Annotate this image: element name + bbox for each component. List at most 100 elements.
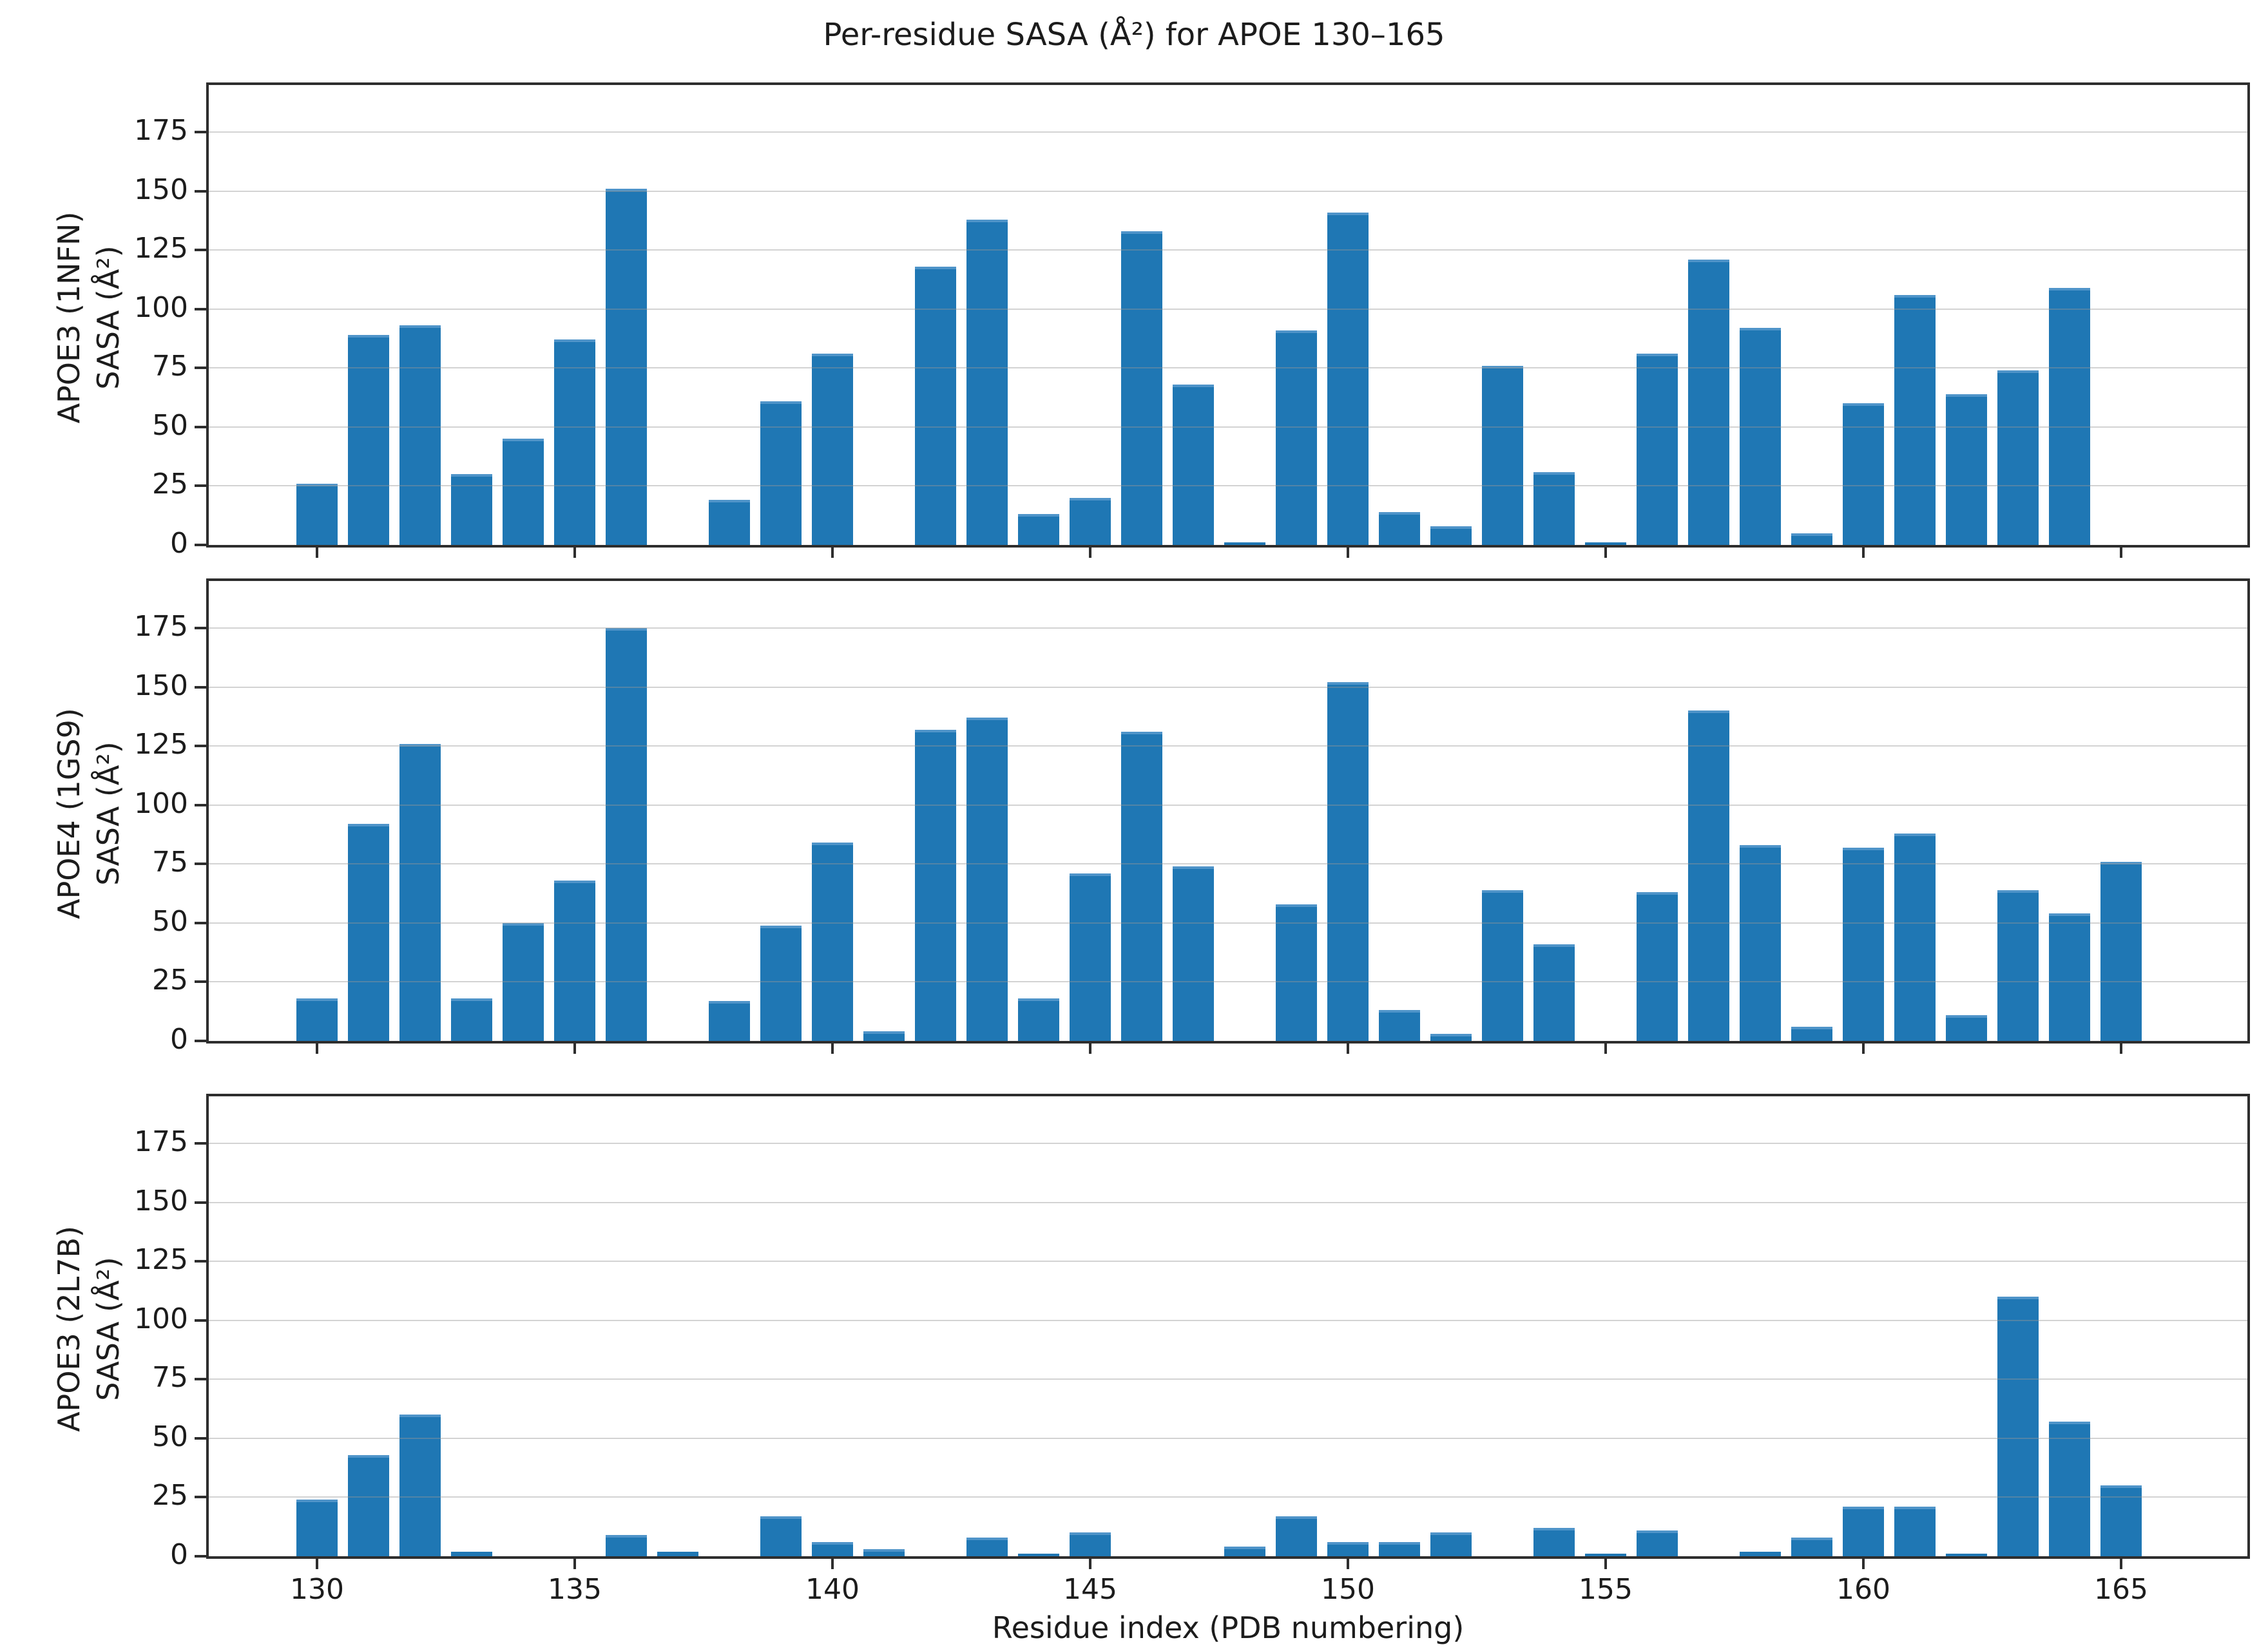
- bar-residue-136: [606, 189, 647, 545]
- x-tick-mark: [573, 1559, 576, 1569]
- y-tick-label: 75: [152, 1361, 188, 1395]
- bar-residue-162: [1946, 394, 1987, 545]
- bar-residue-132: [399, 325, 441, 545]
- y-tick-mark: [195, 425, 206, 428]
- bar-residue-134: [503, 439, 544, 545]
- bar-residue-132: [399, 743, 441, 1041]
- y-tick-mark: [195, 544, 206, 546]
- bar-residue-133: [451, 474, 492, 545]
- x-tick-mark: [1604, 548, 1607, 558]
- bar-residue-142: [915, 729, 956, 1041]
- bar-residue-161: [1894, 1507, 1936, 1556]
- bar-residue-160: [1843, 847, 1884, 1041]
- bar-residue-144: [1018, 514, 1059, 545]
- bar-residue-132: [399, 1415, 441, 1556]
- x-tick-mark: [1347, 548, 1349, 558]
- bar-residue-143: [966, 219, 1008, 545]
- bar-residue-153: [1482, 890, 1523, 1041]
- y-tick-label: 25: [152, 964, 188, 997]
- gridline-y150: [209, 190, 2247, 192]
- x-tick-label: 135: [548, 1573, 602, 1606]
- gridline-y100: [209, 804, 2247, 806]
- bar-residue-164: [2049, 287, 2090, 545]
- bar-residue-152: [1430, 1034, 1472, 1041]
- y-tick-mark: [195, 1436, 206, 1440]
- x-tick-mark: [2120, 1044, 2122, 1054]
- y-tick-label: 175: [134, 610, 188, 643]
- x-tick-label: 160: [1836, 1573, 1890, 1606]
- y-tick-mark: [195, 1496, 206, 1499]
- y-tick-label: 50: [152, 904, 188, 938]
- gridline-y125: [209, 1261, 2247, 1263]
- bar-residue-143: [966, 718, 1008, 1041]
- x-tick-mark: [1089, 1559, 1091, 1569]
- gridline-y25: [209, 981, 2247, 983]
- x-tick-mark: [573, 1044, 576, 1054]
- bar-residue-152: [1430, 526, 1472, 545]
- gridline-y100: [209, 1319, 2247, 1321]
- y-tick-label: 50: [152, 408, 188, 442]
- bar-residue-147: [1173, 866, 1214, 1041]
- bar-residue-134: [503, 922, 544, 1041]
- bar-residue-159: [1791, 1537, 1832, 1556]
- y-tick-label: 150: [134, 669, 188, 702]
- x-tick-mark: [831, 1044, 834, 1054]
- bar-residue-136: [606, 628, 647, 1041]
- x-tick-mark: [2120, 1559, 2122, 1569]
- y-tick-mark: [195, 627, 206, 630]
- y-tick-mark: [195, 980, 206, 984]
- bar-residue-163: [1997, 1297, 2039, 1556]
- gridline-y125: [209, 249, 2247, 251]
- bar-residue-164: [2049, 913, 2090, 1041]
- y-tick-mark: [195, 1142, 206, 1145]
- x-tick-mark: [1604, 1559, 1607, 1569]
- bar-residue-154: [1533, 944, 1575, 1041]
- gridline-y25: [209, 1496, 2247, 1498]
- y-tick-mark: [195, 484, 206, 488]
- gridline-y175: [209, 627, 2247, 629]
- x-tick-mark: [316, 1044, 318, 1054]
- bar-residue-144: [1018, 998, 1059, 1041]
- gridline-y175: [209, 1143, 2247, 1145]
- gridline-y150: [209, 1201, 2247, 1203]
- x-tick-mark: [831, 1559, 834, 1569]
- bar-residue-155: [1585, 542, 1626, 545]
- bar-residue-145: [1070, 873, 1111, 1041]
- gridline-y50: [209, 426, 2247, 428]
- x-tick-label: 165: [2094, 1573, 2148, 1606]
- y-tick-label: 175: [134, 1125, 188, 1159]
- y-tick-label: 125: [134, 728, 188, 761]
- bar-residue-156: [1637, 892, 1678, 1041]
- bar-residue-160: [1843, 1507, 1884, 1556]
- y-tick-label: 75: [152, 350, 188, 383]
- y-tick-label: 175: [134, 114, 188, 148]
- bar-residue-139: [760, 925, 802, 1041]
- bar-residue-137: [657, 1551, 698, 1556]
- bar-residue-140: [812, 843, 853, 1041]
- y-tick-label: 25: [152, 468, 188, 501]
- bar-residue-165: [2100, 861, 2142, 1041]
- x-tick-label: 130: [290, 1573, 344, 1606]
- bar-residue-145: [1070, 497, 1111, 545]
- bar-residue-146: [1121, 732, 1162, 1041]
- gridline-y100: [209, 308, 2247, 310]
- bar-residue-142: [915, 266, 956, 545]
- y-tick-label: 125: [134, 1243, 188, 1277]
- bar-residue-135: [554, 339, 595, 545]
- bar-residue-160: [1843, 403, 1884, 545]
- y-tick-label: 0: [170, 1023, 188, 1056]
- bar-residue-135: [554, 881, 595, 1041]
- y-tick-label: 0: [170, 527, 188, 560]
- x-tick-label: 155: [1579, 1573, 1633, 1606]
- bar-residue-130: [296, 998, 338, 1041]
- bar-residue-155: [1585, 1554, 1626, 1556]
- bar-residue-157: [1688, 710, 1729, 1041]
- gridline-y125: [209, 745, 2247, 747]
- y-tick-label: 100: [134, 1302, 188, 1335]
- x-tick-mark: [1347, 1559, 1349, 1569]
- gridline-y150: [209, 686, 2247, 688]
- bar-residue-161: [1894, 294, 1936, 545]
- bar-residue-157: [1688, 259, 1729, 545]
- y-tick-mark: [195, 863, 206, 866]
- y-tick-mark: [195, 1260, 206, 1263]
